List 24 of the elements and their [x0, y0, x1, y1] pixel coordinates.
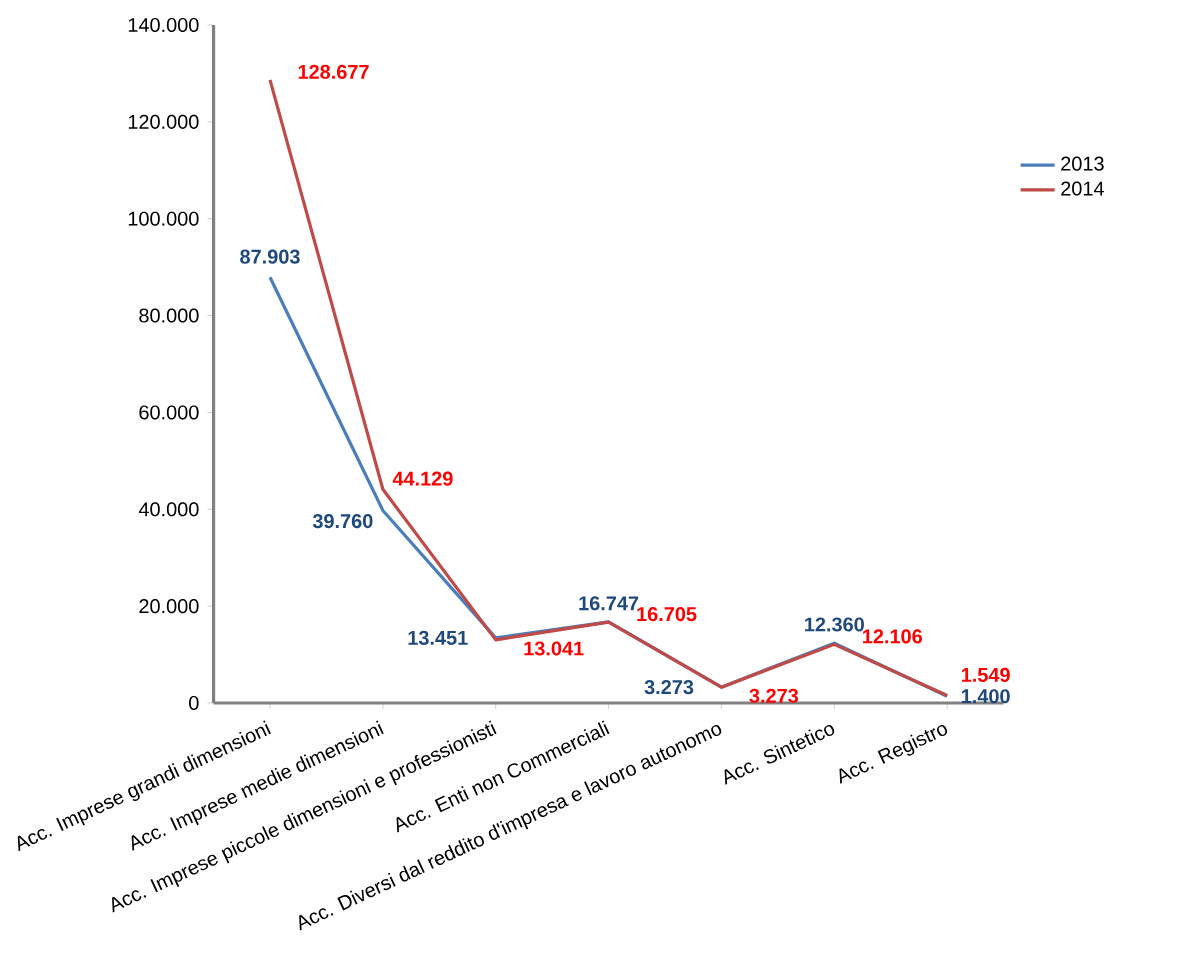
data-label: 12.360 [805, 617, 864, 632]
y-tick-label: 140.000 [128, 17, 199, 33]
y-tick-label: 120.000 [128, 114, 199, 129]
y-tick-label: 100.000 [128, 211, 199, 226]
data-label: 1.400 [961, 689, 1010, 704]
y-tick-label: 60.000 [139, 405, 199, 420]
y-tick-label: 0 [189, 695, 199, 711]
data-label: 128.677 [298, 64, 369, 79]
legend-label: 2013 [1061, 156, 1104, 171]
legend-label: 2014 [1061, 181, 1104, 196]
data-label: 3.273 [749, 688, 799, 703]
y-tick-label: 20.000 [139, 599, 199, 614]
data-label: 16.747 [579, 596, 639, 611]
data-label: 16.705 [637, 607, 697, 622]
data-label: 87.903 [240, 249, 300, 264]
data-label: 1.549 [961, 667, 1010, 682]
data-label: 39.760 [312, 514, 373, 529]
data-label: 12.106 [863, 629, 923, 644]
data-label: 44.129 [392, 471, 453, 486]
data-label: 13.041 [524, 641, 584, 656]
data-label: 13.451 [408, 630, 468, 645]
y-tick-label: 40.000 [138, 502, 199, 517]
y-tick-label: 80.000 [139, 308, 199, 323]
data-label: 3.273 [644, 680, 694, 695]
